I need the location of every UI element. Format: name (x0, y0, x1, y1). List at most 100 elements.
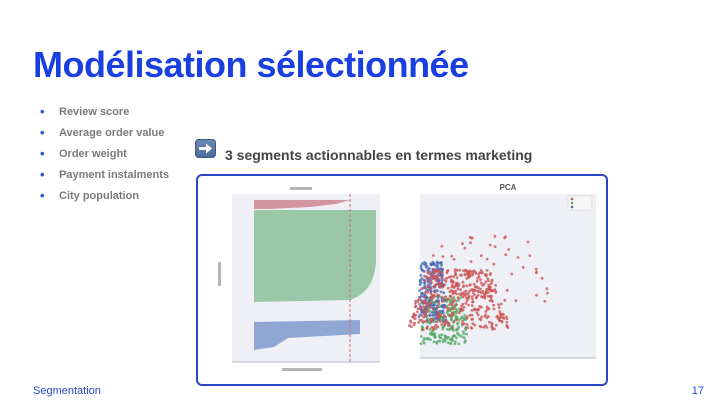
scatter-point (466, 326, 470, 330)
scatter-point (426, 310, 429, 313)
scatter-point (502, 313, 505, 317)
scatter-point (434, 264, 438, 267)
scatter-point (488, 299, 492, 302)
scatter-point (419, 281, 423, 284)
right-arrow-icon (195, 139, 216, 158)
scatter-point (424, 290, 427, 294)
scatter-point (461, 322, 464, 326)
scatter-point (407, 324, 411, 327)
bullet-dot: • (40, 188, 45, 203)
scatter-point (461, 280, 465, 284)
scatter-point (445, 300, 448, 303)
scatter-point (485, 257, 489, 261)
scatter-point (492, 262, 496, 266)
scatter-point (485, 288, 488, 291)
scatter-point (420, 319, 424, 322)
scatter-point (480, 315, 484, 319)
scatter-point (521, 265, 525, 269)
scatter-point (418, 289, 421, 292)
scatter-point (487, 279, 490, 282)
scatter-point (488, 320, 491, 324)
scatter-point (471, 322, 475, 325)
scatter-point (468, 271, 472, 274)
scatter-point (463, 314, 466, 317)
scatter-point (482, 325, 486, 329)
scatter-point (436, 273, 440, 276)
scatter-point (486, 307, 489, 311)
scatter-point (462, 305, 466, 309)
scatter-point (435, 299, 438, 303)
page-number: 17 (691, 385, 704, 397)
scatter-point (500, 319, 504, 323)
scatter-point (457, 296, 460, 299)
scatter-point (465, 332, 468, 336)
scatter-point (472, 269, 476, 273)
scatter-point (490, 300, 494, 303)
scatter-point (478, 305, 481, 308)
scatter-point (429, 331, 433, 335)
bullet-item: • Payment instalments (40, 167, 170, 182)
scatter-point (414, 299, 418, 303)
scatter-point (437, 299, 441, 302)
footer-section-label: Segmentation (33, 385, 101, 397)
scatter-point (432, 285, 436, 289)
scatter-point (503, 298, 507, 302)
bullet-item: • City population (40, 188, 140, 203)
scatter-point (435, 320, 438, 324)
scatter-point (452, 257, 456, 261)
scatter-point (498, 312, 502, 316)
scatter-point (416, 307, 420, 311)
scatter-point (505, 320, 509, 324)
scatter-point (501, 316, 505, 319)
scatter-point (494, 323, 498, 327)
scatter-point (435, 260, 439, 264)
scatter-point (498, 310, 501, 314)
scatter-point (422, 341, 426, 345)
scatter-point (422, 270, 426, 273)
scatter-point (454, 318, 458, 322)
scatter-point (428, 272, 431, 275)
scatter-point (427, 304, 431, 308)
scatter-point (499, 315, 502, 319)
scatter-point (440, 323, 444, 326)
scatter-point (431, 277, 435, 280)
bullet-dot: • (40, 146, 45, 161)
scatter-point (473, 289, 477, 292)
scatter-point (504, 253, 508, 257)
scatter-point (469, 241, 472, 245)
scatter-point (435, 340, 439, 344)
scatter-point (418, 302, 421, 306)
scatter-point (436, 325, 440, 329)
scatter-point (488, 243, 492, 247)
scatter-point (434, 335, 437, 339)
scatter-point (463, 322, 466, 326)
scatter-point (534, 267, 538, 271)
scatter-point (432, 325, 436, 329)
scatter-point (467, 274, 471, 278)
scatter-point (419, 306, 423, 310)
scatter-point (454, 284, 458, 288)
scatter-point (470, 295, 474, 298)
scatter-point (450, 278, 453, 282)
scatter-point (444, 305, 447, 309)
scatter-point (445, 336, 449, 340)
scatter-point (465, 323, 469, 326)
scatter-point (436, 305, 439, 309)
scatter-point (456, 331, 459, 335)
scatter-point (516, 256, 520, 259)
scatter-point (420, 328, 424, 332)
scatter-point (489, 296, 493, 300)
scatter-point (439, 261, 442, 265)
bullet-dot: • (40, 104, 45, 119)
scatter-point (505, 288, 509, 292)
scatter-point (428, 309, 432, 313)
scatter-point (447, 322, 451, 325)
scatter-point (490, 323, 494, 326)
scatter-point (423, 305, 427, 308)
scatter-point (445, 276, 449, 280)
scatter-point (443, 283, 446, 287)
scatter-point (484, 292, 488, 296)
scatter-point (473, 307, 476, 311)
scatter-point (448, 290, 452, 294)
scatter-point (443, 320, 447, 324)
